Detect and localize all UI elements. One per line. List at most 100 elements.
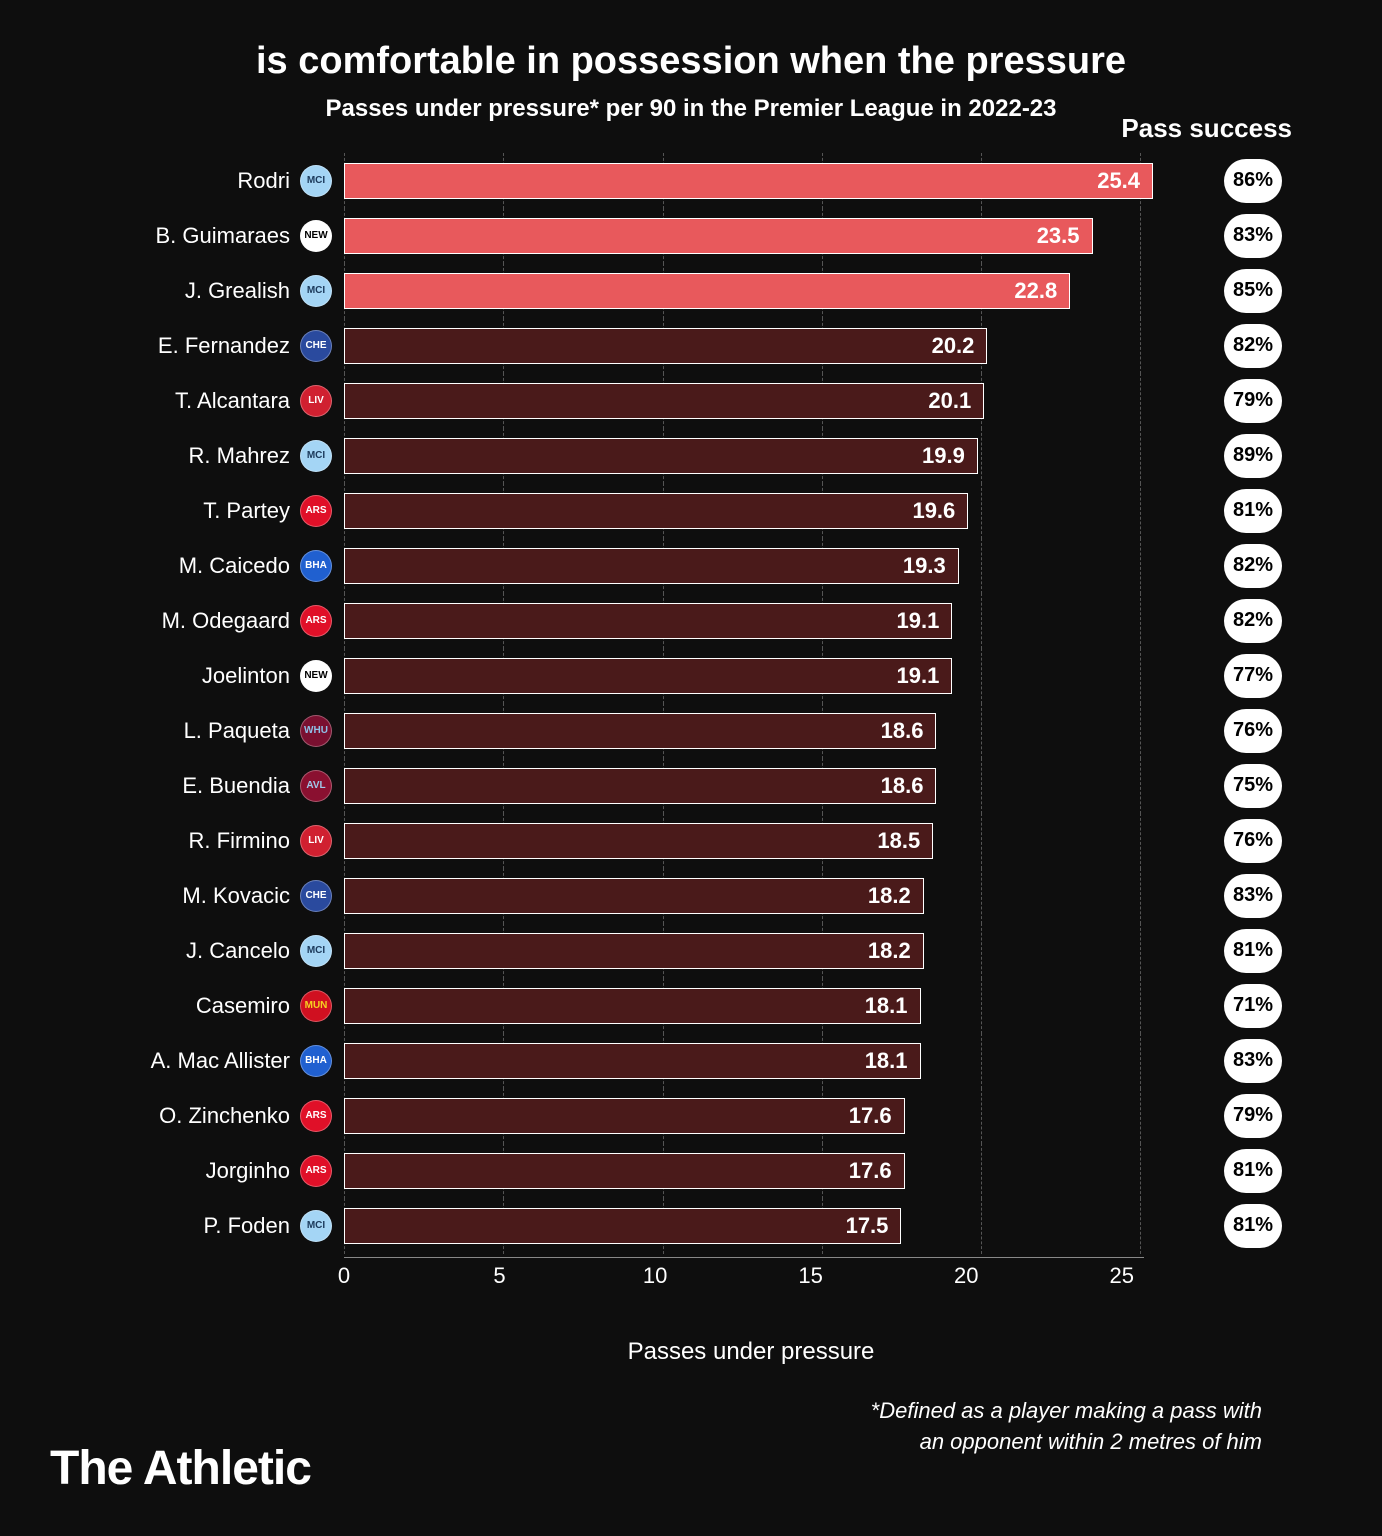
player-name: B. Guimaraes [100,223,300,249]
footnote-line1: *Defined as a player making a pass with [871,1398,1262,1423]
club-badge-icon: MCI [300,440,332,472]
bar: 22.8 [344,273,1070,309]
bar: 19.9 [344,438,978,474]
player-row: R. FirminoLIV18.576% [100,813,1282,868]
success-pill: 81% [1224,489,1282,533]
player-name: R. Firmino [100,828,300,854]
success-pill: 81% [1224,929,1282,973]
player-name: M. Caicedo [100,553,300,579]
bar-track: 18.5 [344,821,1204,861]
player-name: Rodri [100,168,300,194]
player-name: L. Paqueta [100,718,300,744]
club-badge-icon: MCI [300,165,332,197]
club-badge-icon: LIV [300,385,332,417]
bar-track: 18.1 [344,1041,1204,1081]
club-badge-icon: MUN [300,990,332,1022]
success-header: Pass success [1121,113,1292,144]
club-badge-icon: MCI [300,935,332,967]
player-row: A. Mac AllisterBHA 18.1 83% [100,1033,1282,1088]
player-name: E. Fernandez [100,333,300,359]
player-name: T. Partey [100,498,300,524]
bar-value: 18.6 [881,718,924,744]
player-name: Jorginho [100,1158,300,1184]
x-tick: 5 [493,1263,505,1289]
bar-value: 23.5 [1037,223,1080,249]
player-name: M. Kovacic [100,883,300,909]
x-tick: 20 [954,1263,978,1289]
success-pill: 85% [1224,269,1282,313]
bar: 18.1 [344,988,921,1024]
bar-track: 18.2 [344,876,1204,916]
bar: 18.2 [344,878,924,914]
bar-track: 25.4 [344,161,1204,201]
success-pill: 76% [1224,819,1282,863]
bar-track: 18.6 [344,711,1204,751]
player-name: M. Odegaard [100,608,300,634]
player-name: R. Mahrez [100,443,300,469]
club-badge-icon: BHA [300,1045,332,1077]
brand-logo: The Athletic [50,1441,311,1496]
chart-area: Pass success RodriMCI25.486%B. Guimaraes… [100,153,1282,1366]
success-pill: 82% [1224,599,1282,643]
bar-value: 18.1 [865,993,908,1019]
x-tick: 10 [643,1263,667,1289]
success-pill: 82% [1224,324,1282,368]
club-badge-icon: WHU [300,715,332,747]
club-badge-icon: NEW [300,220,332,252]
bar: 19.6 [344,493,968,529]
bar-value: 20.1 [928,388,971,414]
club-badge-icon: CHE [300,880,332,912]
bar-track: 18.1 [344,986,1204,1026]
bar-value: 22.8 [1014,278,1057,304]
bar: 19.3 [344,548,959,584]
success-pill: 83% [1224,874,1282,918]
club-badge-icon: NEW [300,660,332,692]
footnote-line2: an opponent within 2 metres of him [920,1429,1262,1454]
player-row: J. GrealishMCI22.885% [100,263,1282,318]
bar-track: 18.2 [344,931,1204,971]
bar-track: 19.3 [344,546,1204,586]
bar-value: 20.2 [932,333,975,359]
player-name: O. Zinchenko [100,1103,300,1129]
player-row: E. FernandezCHE 20.2 82% [100,318,1282,373]
player-row: CasemiroMUN18.171% [100,978,1282,1033]
club-badge-icon: ARS [300,605,332,637]
bar-value: 17.5 [846,1213,889,1239]
player-row: O. ZinchenkoARS17.679% [100,1088,1282,1143]
success-pill: 83% [1224,1039,1282,1083]
bar-value: 18.2 [868,883,911,909]
bar-value: 19.6 [912,498,955,524]
bar: 17.6 [344,1153,905,1189]
bar: 18.2 [344,933,924,969]
bar-value: 18.6 [881,773,924,799]
bar: 20.1 [344,383,984,419]
player-name: P. Foden [100,1213,300,1239]
player-row: P. FodenMCI17.581% [100,1198,1282,1253]
bar: 23.5 [344,218,1093,254]
x-axis-label: Passes under pressure [220,1338,1282,1366]
player-name: Joelinton [100,663,300,689]
success-pill: 81% [1224,1149,1282,1193]
bar-value: 17.6 [849,1103,892,1129]
bar: 18.5 [344,823,933,859]
player-row: M. CaicedoBHA19.382% [100,538,1282,593]
x-tick: 0 [338,1263,350,1289]
bar-value: 17.6 [849,1158,892,1184]
club-badge-icon: CHE [300,330,332,362]
player-name: T. Alcantara [100,388,300,414]
club-badge-icon: MCI [300,275,332,307]
bar: 17.6 [344,1098,905,1134]
player-row: JoelintonNEW19.177% [100,648,1282,703]
x-tick: 15 [798,1263,822,1289]
player-name: E. Buendia [100,773,300,799]
success-pill: 81% [1224,1204,1282,1248]
player-row: RodriMCI25.486% [100,153,1282,208]
player-row: B. GuimaraesNEW 23.5 83% [100,208,1282,263]
player-name: A. Mac Allister [100,1048,300,1074]
player-row: JorginhoARS17.681% [100,1143,1282,1198]
success-pill: 77% [1224,654,1282,698]
success-pill: 83% [1224,214,1282,258]
success-pill: 76% [1224,709,1282,753]
bar-value: 18.1 [865,1048,908,1074]
club-badge-icon: BHA [300,550,332,582]
